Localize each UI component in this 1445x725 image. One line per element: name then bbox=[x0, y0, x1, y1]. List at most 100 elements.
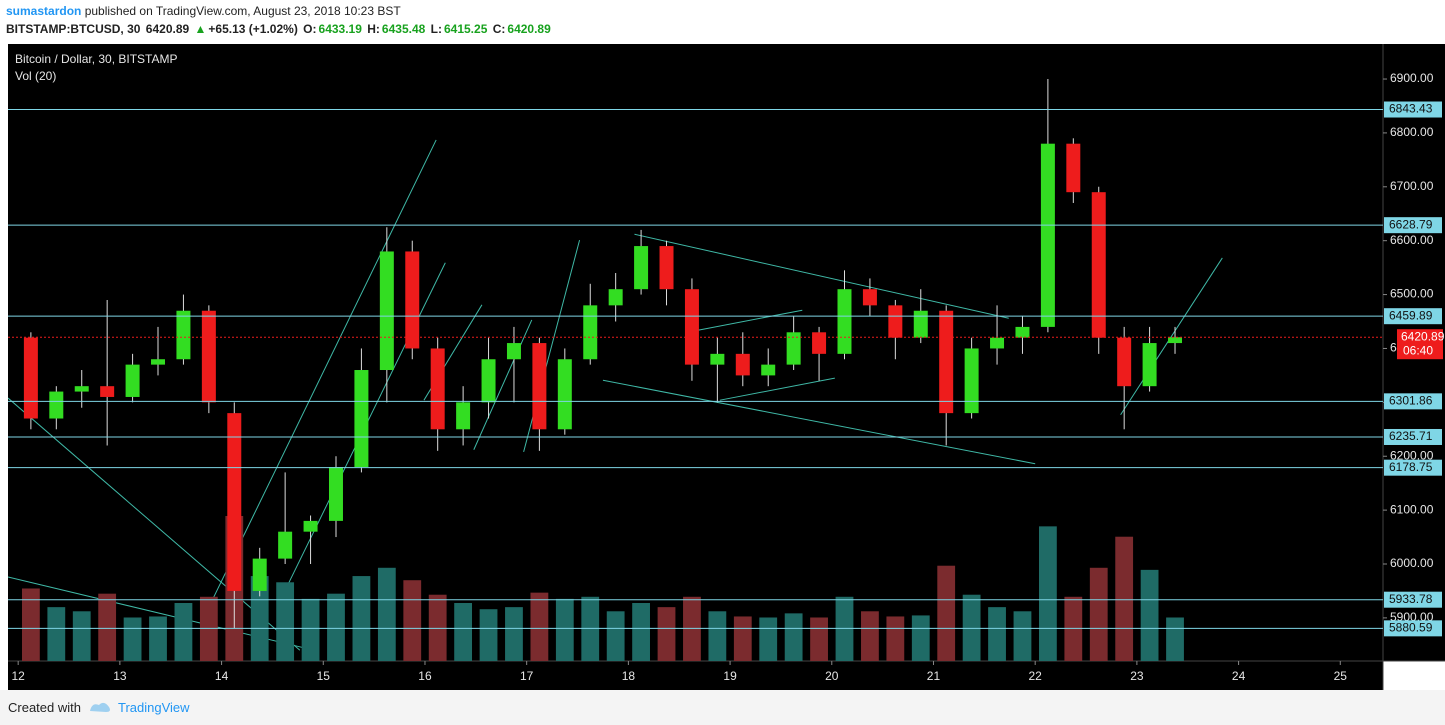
volume-bar bbox=[1140, 569, 1159, 661]
c-label: C: bbox=[492, 22, 506, 36]
candle-body bbox=[557, 359, 572, 430]
candle-body bbox=[379, 251, 394, 371]
y-tick-label: 6200.00 bbox=[1390, 448, 1434, 462]
volume-bar bbox=[1038, 526, 1057, 661]
level-label-box bbox=[1384, 217, 1442, 234]
candle-body bbox=[201, 310, 216, 403]
candle-body bbox=[125, 364, 140, 397]
level-label: 6459.89 bbox=[1389, 308, 1433, 322]
x-tick-label: 20 bbox=[825, 669, 839, 683]
volume-bar bbox=[479, 609, 498, 661]
volume-bar bbox=[581, 596, 600, 661]
volume-bar bbox=[988, 607, 1006, 661]
candle-body bbox=[1040, 143, 1055, 327]
h-label: H: bbox=[367, 22, 380, 36]
x-tick-label: 24 bbox=[1232, 669, 1246, 683]
y-tick-label: 6900.00 bbox=[1390, 71, 1434, 85]
volume-bar bbox=[327, 593, 345, 661]
volume-bar bbox=[505, 607, 523, 661]
candle-body bbox=[74, 386, 89, 392]
volume-bar bbox=[861, 611, 879, 661]
candle-body bbox=[354, 370, 369, 468]
l: 6415.25 bbox=[443, 22, 488, 36]
x-tick-label: 19 bbox=[723, 669, 737, 683]
volume-bar bbox=[555, 598, 574, 661]
header: sumastardon published on TradingView.com… bbox=[0, 0, 1445, 44]
x-tick-label: 18 bbox=[622, 669, 636, 683]
volume-bar bbox=[276, 582, 295, 661]
candle-body bbox=[481, 359, 496, 403]
candle-body bbox=[939, 310, 954, 414]
x-tick-label: 22 bbox=[1029, 669, 1043, 683]
user[interactable]: sumastardon bbox=[6, 4, 82, 18]
x-tick-label: 12 bbox=[11, 669, 25, 683]
candle-body bbox=[456, 402, 471, 430]
candle-body bbox=[812, 332, 827, 354]
volume-bar bbox=[1166, 617, 1184, 661]
o-label: O: bbox=[303, 22, 317, 36]
volume-bar bbox=[530, 592, 549, 661]
candle-body bbox=[761, 364, 776, 376]
x-tick-label: 14 bbox=[215, 669, 229, 683]
candle-body bbox=[837, 289, 852, 354]
volume-bar bbox=[835, 596, 854, 661]
volume-bar bbox=[937, 565, 956, 661]
volume-bar bbox=[657, 607, 676, 661]
trend-line bbox=[698, 309, 803, 331]
chart-title: Bitcoin / Dollar, 30, BITSTAMP bbox=[15, 52, 178, 66]
trend-line bbox=[719, 377, 835, 401]
quote-line: BITSTAMP:BTCUSD, 30 6420.89 ▲ +65.13 (+1.… bbox=[6, 22, 553, 36]
volume-bar bbox=[301, 598, 320, 661]
x-tick-label: 13 bbox=[113, 669, 127, 683]
volume-bar bbox=[759, 617, 778, 661]
candle-body bbox=[786, 332, 801, 365]
level-label-box bbox=[1384, 101, 1442, 118]
level-label: 6628.79 bbox=[1389, 217, 1433, 231]
publish-line: sumastardon published on TradingView.com… bbox=[6, 4, 401, 18]
candle-body bbox=[1015, 326, 1030, 338]
candle-body bbox=[1142, 343, 1157, 387]
level-label-box bbox=[1384, 459, 1442, 476]
logo bbox=[90, 702, 110, 712]
candle-body bbox=[913, 310, 928, 338]
volume-bar bbox=[1115, 536, 1134, 661]
volume-bar bbox=[174, 603, 193, 661]
trend-line bbox=[207, 139, 437, 609]
volume-bar bbox=[632, 603, 650, 661]
candle-body bbox=[278, 531, 293, 559]
trend-line bbox=[473, 319, 533, 450]
trend-line bbox=[1120, 257, 1223, 416]
candle-body bbox=[252, 558, 267, 591]
volume-bar bbox=[1013, 611, 1032, 661]
volume-bar bbox=[810, 617, 828, 661]
volume-bar bbox=[911, 615, 930, 661]
candle-body bbox=[888, 305, 903, 338]
candle-body bbox=[1168, 337, 1183, 344]
volume-bar bbox=[98, 593, 117, 661]
volume-bar bbox=[1064, 596, 1083, 661]
candle-body bbox=[506, 343, 521, 360]
y-tick-label: 6600.00 bbox=[1390, 233, 1434, 247]
volume-bar bbox=[683, 596, 701, 661]
level-label: 6178.75 bbox=[1389, 460, 1433, 474]
o: 6433.19 bbox=[318, 22, 362, 36]
chart: Bitcoin / Dollar, 30, BITSTAMP Vol (20) … bbox=[0, 44, 1445, 690]
candle-body bbox=[1066, 143, 1081, 193]
brand[interactable]: TradingView bbox=[118, 700, 190, 715]
candle-body bbox=[862, 289, 877, 306]
x-tick-label: 21 bbox=[927, 669, 941, 683]
candle-body bbox=[405, 251, 420, 349]
candle-body bbox=[430, 348, 445, 430]
candle-body bbox=[1117, 337, 1132, 387]
x-tick-label: 23 bbox=[1130, 669, 1144, 683]
level-label-box bbox=[1384, 308, 1442, 325]
candle-body bbox=[710, 353, 725, 365]
x-tick-label: 17 bbox=[520, 669, 534, 683]
candle-body bbox=[1091, 192, 1106, 338]
volume-bar bbox=[47, 607, 66, 661]
volume-bar bbox=[199, 596, 218, 661]
symbol: BITSTAMP:BTCUSD, 30 bbox=[6, 22, 141, 36]
y-tick-label: 6800.00 bbox=[1390, 125, 1434, 139]
last: 6420.89 bbox=[145, 22, 190, 36]
